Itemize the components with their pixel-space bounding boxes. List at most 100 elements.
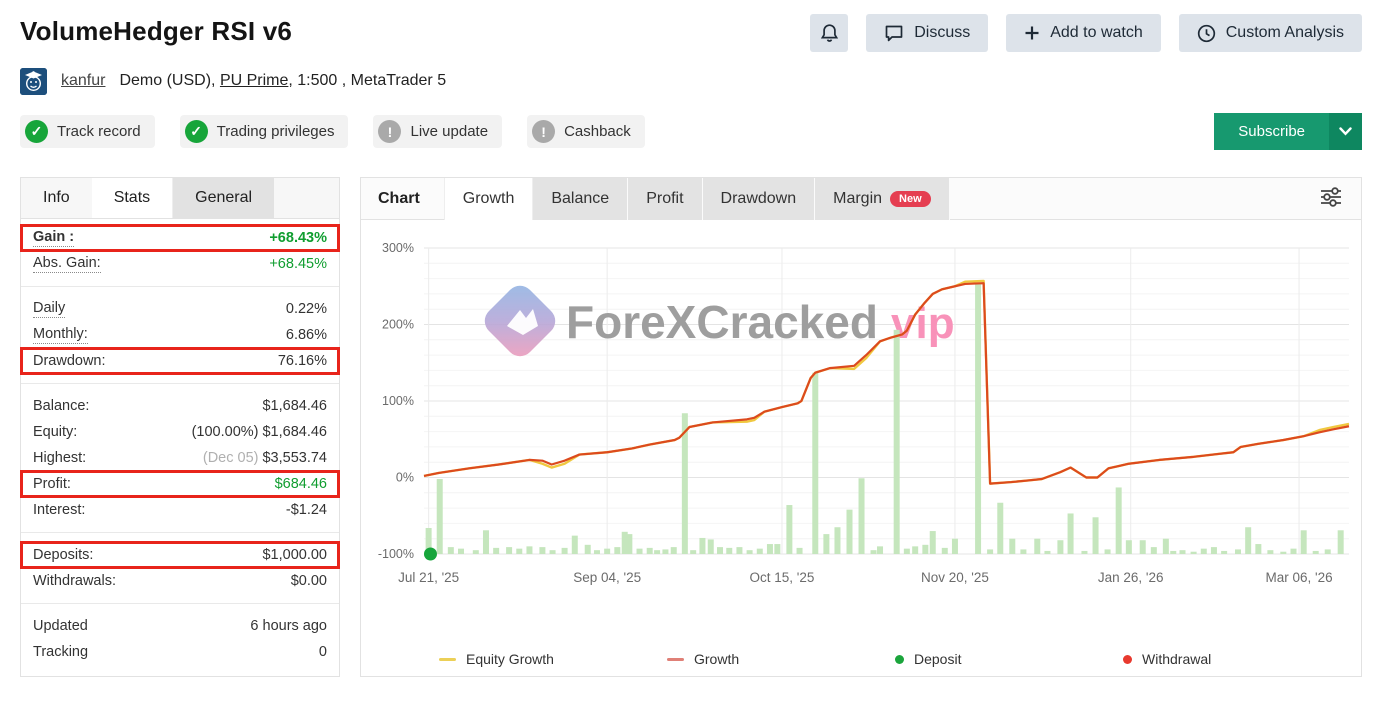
stat-row: Daily 0.22% <box>21 296 339 322</box>
legend-marker-icon <box>667 657 684 661</box>
stat-label[interactable]: Highest: <box>33 450 87 466</box>
custom-analysis-button[interactable]: Custom Analysis <box>1178 14 1362 52</box>
svg-text:vip: vip <box>891 299 955 348</box>
stat-label[interactable]: Withdrawals: <box>33 573 116 589</box>
stat-row: Interest: -$1.24 <box>21 497 339 523</box>
legend-label: Withdrawal <box>1142 651 1212 667</box>
stat-row: Abs. Gain: +68.45% <box>21 251 339 277</box>
stat-amount: +68.43% <box>269 230 327 246</box>
discuss-label: Discuss <box>914 24 971 41</box>
divider <box>21 286 339 287</box>
new-badge: New <box>890 190 931 207</box>
stat-amount: $1,684.46 <box>262 398 327 414</box>
legend-marker-icon <box>439 657 456 661</box>
stat-value: 6 hours ago <box>250 618 327 634</box>
stat-amount: 0.22% <box>285 301 327 317</box>
stat-label[interactable]: Drawdown: <box>33 353 106 369</box>
status-badge[interactable]: ✓ Track record <box>20 115 155 148</box>
legend-item: Withdrawal <box>1123 651 1351 667</box>
username-link[interactable]: kanfur <box>61 72 106 89</box>
status-badge[interactable]: ! Cashback <box>527 115 645 148</box>
avatar[interactable] <box>20 67 47 95</box>
chart-panel: Chart Growth Balance Profit Drawdown Mar… <box>360 177 1362 677</box>
legend-item: Growth <box>667 651 895 667</box>
stat-label[interactable]: Tracking <box>33 644 89 660</box>
sliders-icon <box>1318 185 1344 212</box>
stat-label[interactable]: Monthly: <box>33 326 88 344</box>
chart-tabs: Growth Balance Profit Drawdown Margin Ne… <box>443 177 950 220</box>
exclamation-circle-icon: ! <box>378 120 402 143</box>
tab-info[interactable]: Info <box>43 189 70 206</box>
legend-marker-icon <box>895 654 904 664</box>
tab-general[interactable]: General <box>173 178 275 218</box>
speech-bubble-icon <box>884 24 904 43</box>
discuss-button[interactable]: Discuss <box>866 14 989 52</box>
svg-text:Jul 21, '25: Jul 21, '25 <box>398 570 459 585</box>
stat-label[interactable]: Abs. Gain: <box>33 255 101 273</box>
growth-chart[interactable]: ForeXCracked vip 300% 200% 100% 0% -100% Jul 21… <box>361 220 1361 667</box>
legend-label: Equity Growth <box>466 651 554 667</box>
stat-row: Highest: (Dec 05) $3,553.74 <box>21 445 339 471</box>
svg-text:Nov 20, '25: Nov 20, '25 <box>921 570 989 585</box>
page-title: VolumeHedger RSI v6 <box>20 16 293 46</box>
status-badge-label: Trading privileges <box>216 123 335 140</box>
stat-label[interactable]: Profit: <box>33 476 71 492</box>
plus-icon <box>1024 25 1040 41</box>
chart-settings-button[interactable] <box>1311 181 1351 217</box>
stat-label[interactable]: Gain : <box>33 229 75 247</box>
stat-label[interactable]: Interest: <box>33 502 86 518</box>
chart-tab-label: Drawdown <box>720 189 797 207</box>
chart-tab-label: Growth <box>462 189 515 207</box>
top-actions: Discuss Add to watch Custom Analysis <box>810 14 1362 52</box>
subscribe-button[interactable]: Subscribe <box>1214 113 1329 150</box>
stat-row: Deposits: $1,000.00 <box>20 541 340 569</box>
svg-text:200%: 200% <box>382 318 414 332</box>
broker-link[interactable]: PU Prime <box>219 72 289 89</box>
legend-marker-icon <box>1123 654 1132 664</box>
tab-balance[interactable]: Balance <box>533 177 629 220</box>
stat-value: (Dec 05) $3,553.74 <box>203 450 327 466</box>
chart-tabs-row: Chart Growth Balance Profit Drawdown Mar… <box>361 177 1361 220</box>
custom-analysis-label: Custom Analysis <box>1225 24 1344 41</box>
chart-tab-label: Profit <box>646 189 684 207</box>
stat-value: +68.45% <box>269 256 327 272</box>
stat-label[interactable]: Equity: <box>33 424 78 440</box>
svg-text:Mar 06, '26: Mar 06, '26 <box>1265 570 1332 585</box>
stat-value: 0.22% <box>286 301 327 317</box>
chart-canvas[interactable]: ForeXCracked vip 300% 200% 100% 0% -100% Jul 21… <box>361 222 1361 634</box>
stats-list: Gain : +68.43% Abs. Gain: +68.45% Daily … <box>20 219 340 665</box>
status-badge-label: Track record <box>57 123 141 140</box>
status-badge[interactable]: ! Live update <box>373 115 503 148</box>
stat-row: Drawdown: 76.16% <box>20 347 340 375</box>
tab-stats[interactable]: Stats <box>91 178 174 218</box>
stat-amount: 6.86% <box>285 327 327 343</box>
status-badge-label: Live update <box>410 123 489 140</box>
stat-row: Equity: (100.00%) $1,684.46 <box>21 419 339 445</box>
divider <box>21 532 339 533</box>
legend-label: Growth <box>694 651 740 667</box>
tab-growth[interactable]: Growth <box>443 177 534 220</box>
stat-value: $684.46 <box>275 476 327 492</box>
stat-row: Withdrawals: $0.00 <box>21 568 339 594</box>
stat-label[interactable]: Daily <box>33 300 66 318</box>
stat-amount: $3,553.74 <box>262 450 327 466</box>
stat-value: $0.00 <box>291 573 327 589</box>
tab-drawdown[interactable]: Drawdown <box>702 177 816 220</box>
tab-margin[interactable]: Margin New <box>815 177 950 220</box>
stat-label[interactable]: Updated <box>33 618 88 634</box>
account-type: Demo (USD), <box>119 72 216 89</box>
subscribe-dropdown-button[interactable] <box>1329 113 1362 150</box>
account-details: Demo (USD), PU Prime, 1:500 , MetaTrader… <box>119 72 446 90</box>
stat-row: Monthly: 6.86% <box>21 322 339 348</box>
status-badge[interactable]: ✓ Trading privileges <box>179 115 349 148</box>
badges: ✓ Track record ✓ Trading privileges ! Li… <box>20 115 1214 148</box>
svg-text:Sep 04, '25: Sep 04, '25 <box>573 570 641 585</box>
tab-profit[interactable]: Profit <box>628 177 703 220</box>
stat-label[interactable]: Balance: <box>33 398 90 414</box>
stat-row: Tracking 0 <box>21 639 339 665</box>
stat-label[interactable]: Deposits: <box>33 547 94 563</box>
notifications-button[interactable] <box>810 14 849 52</box>
bell-icon <box>820 23 839 44</box>
check-circle-icon: ✓ <box>25 120 48 143</box>
add-to-watch-button[interactable]: Add to watch <box>1006 14 1161 52</box>
